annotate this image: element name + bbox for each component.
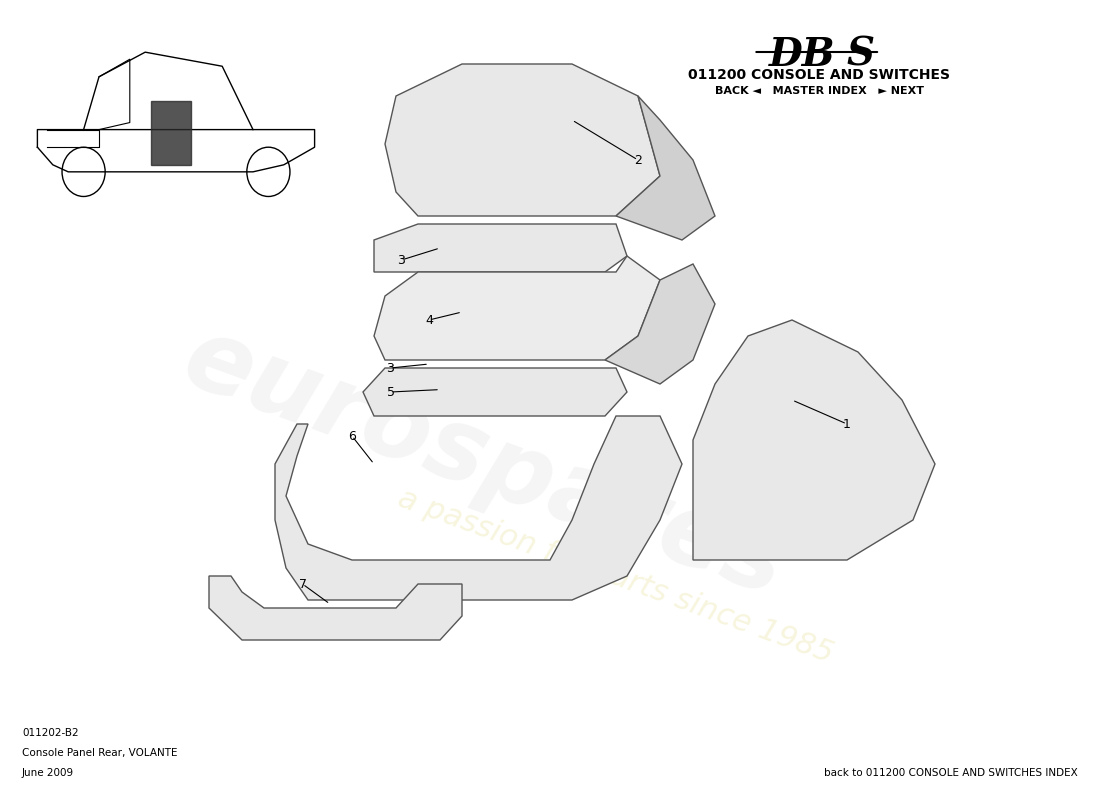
Text: 1: 1 <box>843 418 851 430</box>
Text: DB: DB <box>769 36 836 74</box>
Text: a passion for parts since 1985: a passion for parts since 1985 <box>395 483 837 669</box>
Text: Console Panel Rear, VOLANTE: Console Panel Rear, VOLANTE <box>22 748 177 758</box>
Text: eurospares: eurospares <box>170 310 798 618</box>
Polygon shape <box>374 224 627 272</box>
Text: S: S <box>846 36 874 74</box>
Text: 7: 7 <box>298 578 307 590</box>
Text: 011202-B2: 011202-B2 <box>22 728 78 738</box>
Polygon shape <box>693 320 935 560</box>
Text: 2: 2 <box>634 154 642 166</box>
Text: 4: 4 <box>425 314 433 326</box>
Text: BACK ◄   MASTER INDEX   ► NEXT: BACK ◄ MASTER INDEX ► NEXT <box>715 86 924 96</box>
Text: June 2009: June 2009 <box>22 768 74 778</box>
Polygon shape <box>152 102 191 165</box>
Polygon shape <box>605 264 715 384</box>
Polygon shape <box>616 96 715 240</box>
Polygon shape <box>385 64 660 216</box>
Text: 011200 CONSOLE AND SWITCHES: 011200 CONSOLE AND SWITCHES <box>689 68 950 82</box>
Polygon shape <box>374 256 660 360</box>
Polygon shape <box>209 576 462 640</box>
Polygon shape <box>275 416 682 600</box>
Text: 3: 3 <box>397 254 406 266</box>
Text: 5: 5 <box>386 386 395 398</box>
Text: back to 011200 CONSOLE AND SWITCHES INDEX: back to 011200 CONSOLE AND SWITCHES INDE… <box>824 768 1078 778</box>
Text: 6: 6 <box>348 430 356 442</box>
Text: 3: 3 <box>386 362 395 374</box>
Polygon shape <box>363 368 627 416</box>
